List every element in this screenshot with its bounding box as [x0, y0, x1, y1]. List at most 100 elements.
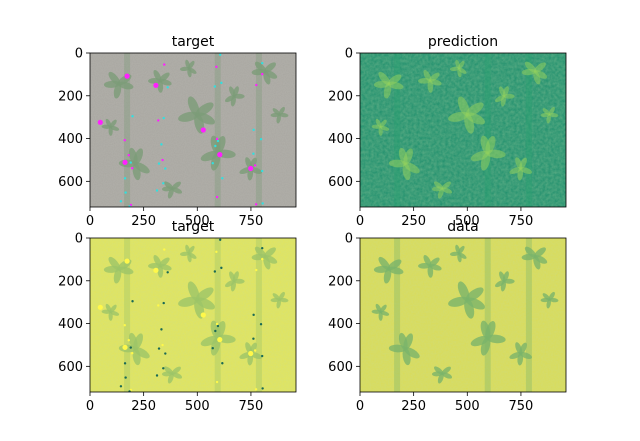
leaf: [378, 256, 391, 270]
marker-minor: [123, 177, 127, 180]
leaf: [427, 264, 434, 278]
plant: [431, 366, 453, 384]
leaf: [187, 252, 192, 263]
plant: [270, 106, 289, 124]
leaf: [163, 181, 174, 190]
leaf: [254, 61, 267, 73]
x-tick-label: 750: [509, 214, 534, 229]
marker-major: [124, 73, 130, 79]
y-tick-label: 600: [58, 175, 83, 190]
marker-minor: [166, 86, 169, 89]
leaf: [534, 62, 546, 73]
x-tick-label: 250: [401, 399, 426, 414]
marker-minor: [211, 161, 214, 165]
subplot-title: data: [447, 219, 479, 235]
marker-minor: [123, 324, 126, 327]
y-tick-label: 200: [58, 89, 83, 104]
marker-minor: [131, 351, 134, 355]
x-tick-label: 750: [509, 399, 534, 414]
leaf: [509, 352, 522, 360]
leaf: [448, 296, 469, 307]
leaf: [402, 347, 411, 366]
leaf: [264, 62, 276, 73]
plant: [509, 157, 532, 181]
leaf: [458, 60, 465, 70]
leaf: [465, 102, 484, 117]
marker-minor: [131, 166, 134, 170]
leaf: [534, 247, 546, 258]
leaf: [509, 167, 522, 175]
leaf: [159, 72, 170, 82]
leaf: [427, 79, 434, 93]
leaf: [195, 287, 214, 302]
y-tick-label: 600: [328, 175, 353, 190]
leaf: [157, 264, 164, 278]
marker-minor: [261, 202, 264, 205]
marker-minor: [157, 304, 160, 307]
leaf: [448, 111, 469, 122]
plant: [179, 59, 197, 78]
marker-major: [217, 152, 223, 158]
marker-minor: [162, 301, 165, 305]
plant: [540, 106, 559, 124]
leaf: [224, 280, 235, 288]
y-tick-label: 600: [328, 360, 353, 375]
marker-minor: [162, 116, 165, 120]
leaf: [187, 281, 200, 301]
plant: [448, 281, 485, 319]
crop-row: [525, 238, 532, 392]
crop-row: [255, 238, 262, 392]
leaf: [157, 79, 164, 93]
marker-minor: [218, 53, 222, 56]
subplot-1: target 0 250 500 750 0 200 400 600: [58, 34, 297, 229]
leaf: [457, 252, 462, 263]
x-tick-label: 500: [185, 214, 210, 229]
leaf: [263, 70, 271, 85]
leaf: [188, 60, 195, 70]
leaf: [433, 181, 444, 190]
marker-minor: [127, 338, 130, 342]
image-panel: [360, 53, 566, 207]
leaf: [533, 255, 541, 270]
leaf: [494, 280, 505, 288]
marker-minor: [131, 300, 134, 303]
marker-minor: [252, 313, 255, 317]
marker-minor: [252, 337, 255, 340]
marker-minor: [221, 177, 224, 180]
leaf: [403, 333, 414, 351]
marker-minor: [128, 205, 131, 207]
marker-major: [200, 312, 206, 318]
marker-minor: [253, 164, 257, 167]
leaf: [524, 246, 537, 258]
x-tick-label: 500: [455, 399, 480, 414]
marker-minor: [214, 144, 217, 148]
marker-minor: [123, 139, 126, 142]
leaf: [224, 95, 235, 103]
plant: [371, 303, 390, 321]
marker-minor: [155, 189, 159, 192]
y-tick-label: 0: [75, 47, 83, 62]
leaf: [379, 304, 387, 313]
leaf: [429, 257, 440, 267]
leaf: [423, 254, 432, 267]
marker-minor: [127, 153, 130, 157]
x-tick-label: 0: [86, 399, 94, 414]
marker-major: [248, 350, 254, 357]
leaf: [464, 298, 475, 319]
y-tick-label: 200: [58, 274, 83, 289]
leaf: [379, 119, 387, 128]
leaf: [108, 256, 121, 270]
leaf: [159, 257, 170, 267]
leaf: [133, 148, 144, 166]
plant: [470, 135, 506, 171]
leaf: [278, 291, 285, 301]
plant: [148, 69, 172, 93]
marker-minor: [261, 169, 264, 173]
leaf: [278, 106, 285, 116]
crop-row: [525, 53, 532, 207]
marker-minor: [164, 167, 167, 170]
marker-minor: [129, 203, 133, 207]
leaf: [548, 106, 555, 116]
marker-minor: [254, 388, 258, 391]
marker-major: [122, 344, 128, 350]
